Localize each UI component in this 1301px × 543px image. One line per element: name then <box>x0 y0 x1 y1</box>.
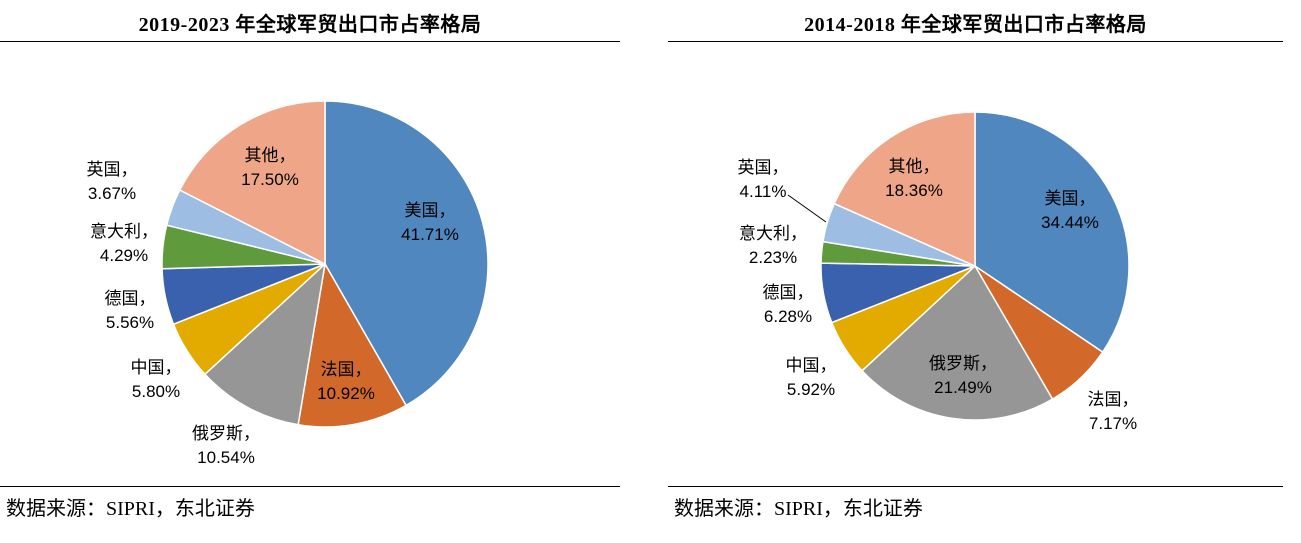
pie-slice-0 <box>324 100 489 407</box>
slice-name-label-2: 俄罗斯， <box>929 354 997 373</box>
slice-value-label-3: 5.92% <box>787 380 835 399</box>
slice-value-label-4: 5.56% <box>106 313 154 332</box>
slice-value-label-6: 3.67% <box>88 184 136 203</box>
left-title-rule <box>0 41 620 42</box>
left-pie-chart: 美国， 41.71% 法国， 10.92% 俄罗斯， 10.54% 中国， 5.80% 德国， 5… <box>87 100 489 467</box>
slice-name-label-0: 美国， <box>405 201 456 220</box>
slice-name-label-3: 中国， <box>786 356 837 375</box>
left-chart-title: 2019-2023 年全球军贸出口市占率格局 <box>138 14 482 36</box>
slice-name-label-7: 其他， <box>245 146 296 165</box>
right-source-rule <box>668 486 1283 487</box>
pie-slice-1 <box>297 261 408 428</box>
slice-value-label-7: 17.50% <box>241 170 299 189</box>
slice-name-label-5: 意大利， <box>739 224 807 243</box>
slice-name-label-4: 德国， <box>105 289 156 308</box>
slice-name-label-0: 美国， <box>1045 189 1096 208</box>
leader-line-6 <box>787 194 827 223</box>
slice-name-label-6: 英国， <box>738 158 789 177</box>
slice-name-label-1: 法国， <box>321 360 372 379</box>
slice-value-label-7: 18.36% <box>885 181 943 200</box>
slice-value-label-6: 4.11% <box>740 182 787 201</box>
slice-name-label-6: 英国， <box>87 160 138 179</box>
right-chart-source: 数据来源：SIPRI，东北证券 <box>674 498 923 520</box>
slice-value-label-1: 10.92% <box>317 384 375 403</box>
slice-value-label-1: 7.17% <box>1089 414 1137 433</box>
left-source-rule <box>0 486 620 487</box>
slice-value-label-5: 2.23% <box>749 248 797 267</box>
slice-name-label-7: 其他， <box>889 157 940 176</box>
pie-slice-7 <box>833 111 976 268</box>
pie-slice-7 <box>178 100 326 266</box>
pie-slice-0 <box>974 111 1130 354</box>
slice-name-label-2: 俄罗斯， <box>192 424 260 443</box>
right-chart-panel: 2014-2018 年全球军贸出口市占率格局 美国， 34.44% 法国， 7.17%… <box>668 0 1283 543</box>
slice-value-label-2: 10.54% <box>197 448 255 467</box>
left-chart-panel: 2019-2023 年全球军贸出口市占率格局 美国， 41.71% 法国， 10.92… <box>0 0 620 543</box>
slice-value-label-5: 4.29% <box>100 246 148 265</box>
slice-name-label-3: 中国， <box>131 358 182 377</box>
right-chart-title: 2014-2018 年全球军贸出口市占率格局 <box>804 14 1147 36</box>
slice-name-label-1: 法国， <box>1088 390 1139 409</box>
pie-slice-2 <box>203 261 327 426</box>
slice-value-label-0: 41.71% <box>401 225 459 244</box>
slice-value-label-0: 34.44% <box>1041 213 1099 232</box>
slice-name-label-4: 德国， <box>763 283 814 302</box>
slice-value-label-3: 5.80% <box>132 382 180 401</box>
slice-value-label-4: 6.28% <box>764 307 812 326</box>
right-pie-chart: 美国， 34.44% 法国， 7.17% 俄罗斯， 21.49% 中国， 5.92% 德国， 6.… <box>738 111 1139 433</box>
pie-slice-2 <box>861 264 1054 421</box>
slice-value-label-2: 21.49% <box>934 378 992 397</box>
right-title-rule <box>668 41 1283 42</box>
left-chart-source: 数据来源：SIPRI，东北证券 <box>6 498 255 520</box>
slice-name-label-5: 意大利， <box>90 222 158 241</box>
